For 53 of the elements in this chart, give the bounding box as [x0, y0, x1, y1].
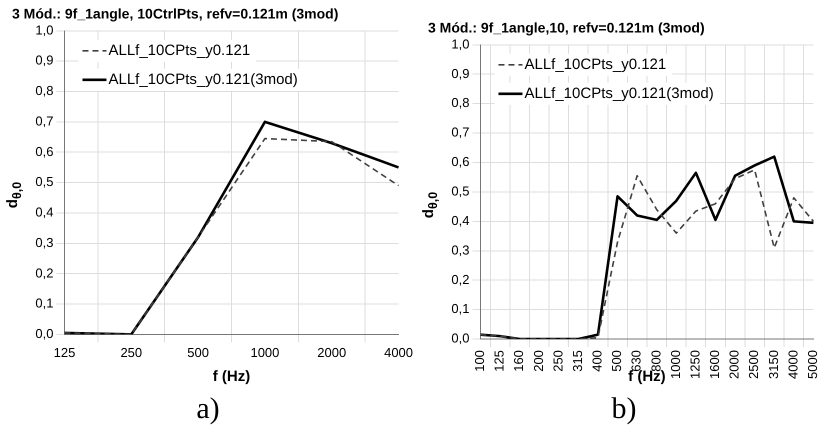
y-tick-label: 0,1: [451, 301, 470, 316]
y-tick-label: 0,7: [35, 113, 54, 128]
x-tick-label: 3150: [766, 350, 781, 379]
y-tick-label: 0,2: [35, 265, 54, 280]
chart-title: 3 Mód.: 9f_1angle, 10CtrlPts, refv=0.121m (3mod): [12, 5, 338, 22]
x-tick-label: 2000: [317, 344, 346, 360]
chart-title: 3 Mód.: 9f_1angle,10, refv=0.121m (3mod): [428, 19, 705, 36]
x-tick-label: 1000: [250, 344, 280, 360]
text: a): [195, 392, 221, 426]
y-tick-label: 0,4: [451, 212, 470, 228]
x-tick-label: 250: [550, 350, 566, 372]
x-tick-label: 1000: [668, 350, 683, 379]
x-tick-label: 200: [530, 350, 546, 372]
x-tick-label: 1250: [687, 350, 702, 379]
x-tick-label: 500: [609, 350, 624, 372]
legend-label: ALLf_10CPts_y0.121: [108, 42, 250, 59]
x-tick-label: 250: [120, 344, 142, 360]
y-tick-label: 0,5: [451, 184, 470, 199]
x-tick-label: 4000: [384, 344, 413, 360]
x-tick-label: 125: [492, 350, 507, 372]
x-tick-label: 500: [187, 344, 209, 360]
y-tick-label: 0,9: [451, 66, 470, 81]
x-tick-label: 2000: [726, 350, 742, 379]
x-tick-label: 160: [511, 350, 526, 372]
x-axis-title: f (Hz): [212, 368, 250, 386]
y-tick-label: 0,5: [35, 174, 54, 190]
legend-label: ALLf_10CPts_y0.121(3mod): [524, 84, 714, 102]
y-tick-label: 0,8: [35, 83, 54, 98]
legend-label: ALLf_10CPts_y0.121(3mod): [108, 70, 298, 88]
x-tick-label: 2500: [746, 350, 762, 379]
x-tick-label: 1600: [707, 350, 722, 379]
y-tick-label: 0,8: [451, 95, 470, 110]
y-tick-label: 0,6: [451, 154, 470, 170]
y-tick-label: 0,6: [35, 144, 54, 159]
y-tick-label: 0,2: [451, 272, 470, 287]
y-tick-label: 0,0: [451, 330, 470, 346]
legend-label: ALLf_10CPts_y0.121: [524, 56, 666, 73]
y-tick-label: 0,0: [35, 326, 54, 341]
x-tick-label: 5000: [804, 350, 820, 379]
y-tick-label: 0,3: [451, 242, 470, 258]
y-tick-label: 1,0: [35, 22, 54, 38]
y-tick-label: 0,1: [35, 296, 54, 311]
x-tick-label: 400: [590, 350, 605, 372]
y-tick-label: 0,4: [35, 204, 54, 220]
text: b): [610, 392, 638, 426]
y-tick-label: 0,7: [451, 124, 470, 140]
x-tick-label: 315: [570, 350, 585, 372]
y-tick-label: 1,0: [451, 36, 470, 52]
x-tick-label: 100: [472, 350, 488, 372]
y-tick-label: 0,9: [35, 52, 54, 68]
y-tick-label: 0,3: [35, 234, 54, 250]
x-tick-label: 4000: [785, 350, 800, 379]
x-tick-label: 125: [54, 344, 76, 360]
